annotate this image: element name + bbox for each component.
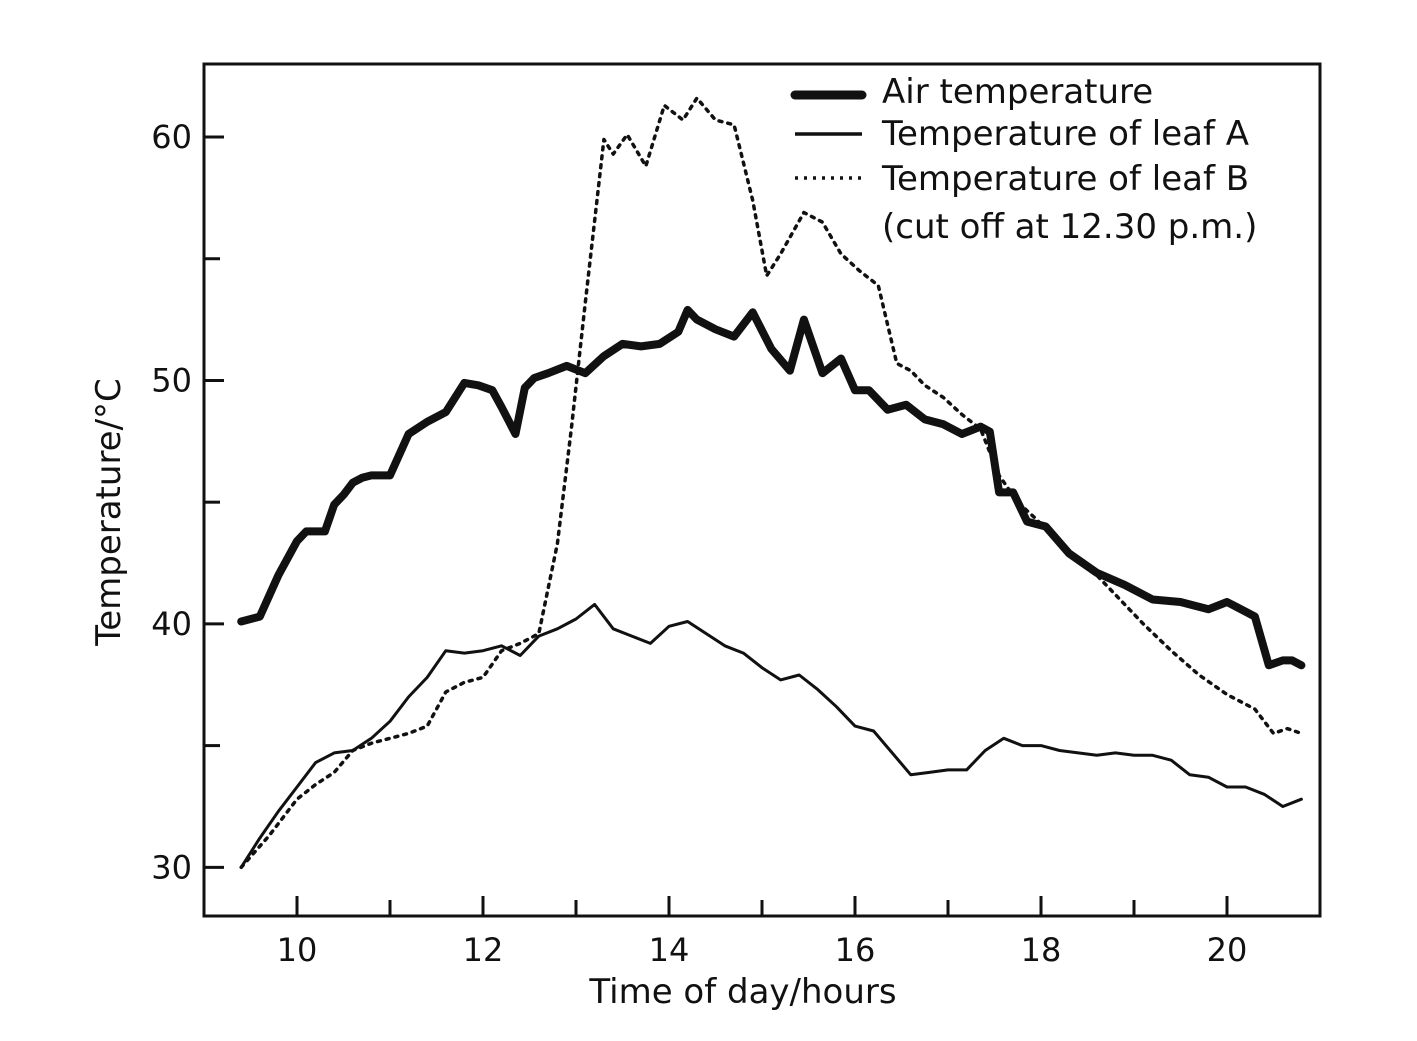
axis-ticks (204, 135, 1229, 916)
x-tick-label-14: 14 (649, 931, 690, 969)
x-tick-label-16: 16 (835, 931, 876, 969)
legend-note: (cut off at 12.30 p.m.) (882, 207, 1257, 247)
y-tick-label-30: 30 (151, 848, 192, 886)
y-tick-label-50: 50 (151, 361, 192, 399)
series-line-temperature-of-leaf-b (239, 96, 1304, 870)
legend: Air temperature Temperature of leaf A Te… (790, 72, 1257, 247)
legend-label-leaf-a: Temperature of leaf A (881, 114, 1249, 154)
x-tick-label-18: 18 (1021, 931, 1062, 969)
series-line-air-temperature (237, 305, 1306, 670)
legend-label-air-temperature: Air temperature (882, 72, 1153, 112)
series-line-temperature-of-leaf-a (239, 602, 1303, 869)
x-tick-label-12: 12 (463, 931, 504, 969)
x-axis-title: Time of day/hours (588, 972, 896, 1012)
y-tick-label-60: 60 (151, 118, 192, 156)
legend-label-leaf-b: Temperature of leaf B (881, 159, 1249, 199)
tick-labels: 10 12 14 16 18 20 30 40 50 60 (151, 118, 1247, 969)
y-axis-title: Temperature/°C (89, 378, 129, 647)
y-tick-label-40: 40 (151, 605, 192, 643)
series-layer (237, 96, 1306, 870)
x-tick-label-20: 20 (1207, 931, 1248, 969)
x-tick-label-10: 10 (277, 931, 318, 969)
